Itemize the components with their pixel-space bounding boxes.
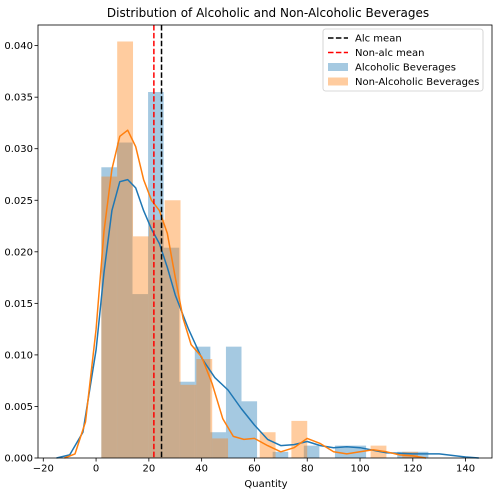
x-tick-label: 140	[456, 464, 475, 475]
plot-bars	[101, 41, 429, 459]
y-tick-label: 0.005	[4, 402, 33, 413]
bar-alcoholic-5	[179, 381, 195, 458]
bar-non-alcoholic-19	[402, 451, 419, 458]
legend-label: Alcoholic Beverages	[355, 63, 456, 74]
bar-non-alcoholic-1	[117, 41, 134, 458]
y-tick-label: 0.040	[4, 41, 33, 52]
bar-alcoholic-4	[163, 247, 180, 458]
y-tick-label: 0.020	[4, 247, 33, 258]
bar-non-alcoholic-5	[180, 384, 197, 458]
x-tick-label: 0	[93, 464, 99, 475]
bar-non-alcoholic-12	[291, 420, 308, 458]
legend-patch-swatch	[328, 77, 348, 86]
plot-frame	[37, 24, 493, 459]
bar-non-alcoholic-2	[133, 236, 149, 458]
bar-alcoholic-20	[412, 451, 429, 458]
plot-mean-lines	[153, 25, 163, 458]
bar-alcoholic-7	[210, 432, 226, 458]
bar-alcoholic-1	[116, 142, 133, 458]
bar-alcoholic-11	[272, 451, 289, 458]
bar-non-alcoholic-0	[101, 176, 118, 459]
bar-non-alcoholic-7	[212, 438, 229, 458]
bar-non-alcoholic-6	[196, 359, 213, 458]
bar-alcoholic-2	[132, 294, 149, 458]
y-tick-label: 0.015	[4, 299, 33, 310]
bar-alcoholic-3	[148, 92, 164, 458]
y-tick-label: 0.000	[4, 454, 33, 465]
x-tick-label: 40	[195, 464, 208, 475]
x-tick-label: 20	[142, 464, 155, 475]
x-tick-label: 80	[301, 464, 314, 475]
bar-non-alcoholic-4	[164, 200, 181, 458]
legend-label: Non-Alcoholic Beverages	[355, 77, 479, 88]
kde-curve-non-alcoholic	[64, 129, 427, 459]
bar-non-alcoholic-3	[148, 219, 165, 458]
bar-alcoholic-8	[225, 346, 242, 458]
bar-alcoholic-15	[334, 445, 351, 458]
bar-alcoholic-0	[101, 167, 117, 458]
legend-label: Alc mean	[355, 34, 402, 45]
legend-label: Non-alc mean	[355, 48, 425, 59]
bar-alcoholic-6	[194, 346, 211, 458]
chart-title: Distribution of Alcoholic and Non-Alcoho…	[107, 6, 429, 20]
x-tick-label: 100	[350, 464, 369, 475]
x-tick-label: −20	[33, 464, 54, 475]
plot-kde-curves	[56, 129, 479, 459]
kde-curve-alcoholic	[56, 178, 479, 459]
y-tick-label: 0.030	[4, 144, 33, 155]
y-tick-label: 0.025	[4, 196, 33, 207]
y-tick-label: 0.035	[4, 93, 33, 104]
x-axis: −20 0 20 40 60 80 100 120 140	[33, 458, 475, 475]
y-axis: 0.000 0.005 0.010 0.015 0.020 0.025 0.030 0.035…	[4, 41, 38, 465]
y-tick-label: 0.010	[4, 350, 33, 361]
bar-alcoholic-9	[241, 401, 258, 458]
x-tick-label: 120	[403, 464, 422, 475]
legend-box	[322, 28, 484, 92]
legend-patch-swatch	[328, 63, 348, 71]
x-tick-label: 60	[248, 464, 261, 475]
x-axis-label: Quantity	[244, 479, 287, 490]
legend: Alc mean Non-alc mean Alcoholic Beverages N…	[322, 28, 484, 92]
bar-alcoholic-13	[303, 445, 320, 458]
